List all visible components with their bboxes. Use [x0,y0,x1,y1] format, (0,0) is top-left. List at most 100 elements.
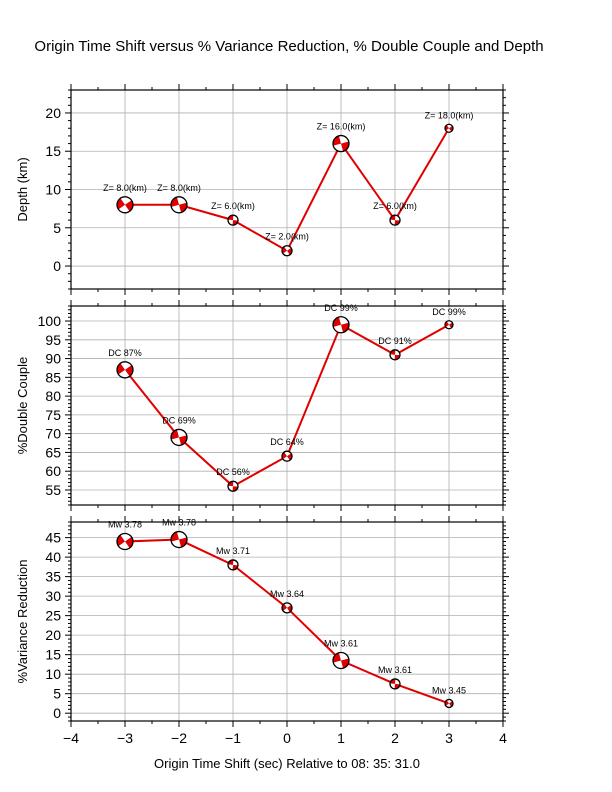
beachball-quadrant [228,559,234,565]
beachball-quadrant [125,365,133,377]
data-label: Z= 6.0(km) [373,201,417,211]
beachball-outline [332,316,350,334]
data-point-beachball [389,349,401,361]
y-tick-label: 65 [45,444,61,460]
beachball-outline [444,698,454,709]
x-tick-label: −4 [63,730,79,746]
data-label: Mw 3.71 [216,546,250,556]
data-label: Z= 18.0(km) [425,110,474,120]
x-tick-label: 1 [337,730,345,746]
data-point-beachball [332,316,350,334]
beachball-quadrant [232,486,238,492]
beachball-quadrant [394,683,400,689]
y-tick-label: 15 [45,647,61,663]
data-label: Mw 3.78 [162,518,196,528]
y-tick-label: 0 [53,705,61,721]
data-label: Z= 8.0(km) [157,183,201,193]
y-tick-label: 85 [45,369,61,385]
beachball-outline [444,123,454,133]
x-tick-label: −2 [171,730,187,746]
beachball-outline [281,450,293,462]
beachball-outline [170,196,188,214]
data-label: Mw 3.61 [378,665,412,675]
beachball-quadrant [394,354,400,360]
y-tick-label: 5 [53,686,61,702]
data-point-beachball [227,214,239,226]
y-tick-label: 20 [45,627,61,643]
y-tick-label: 10 [45,666,61,682]
data-point-beachball [281,450,293,462]
x-tick-label: −3 [117,730,133,746]
y-axis-label: Depth (km) [15,157,30,221]
x-tick-label: 4 [499,730,507,746]
beachball-quadrant [232,220,238,226]
x-tick-label: 0 [283,730,291,746]
data-point-beachball [281,245,293,257]
data-point-beachball [444,320,454,330]
beachball-quadrant [390,349,396,355]
data-point-beachball [389,678,401,690]
data-label: Z= 2.0(km) [265,232,309,242]
data-point-beachball [170,196,188,214]
data-label: DC 56% [216,467,250,477]
beachball-quadrant [390,215,396,221]
x-tick-label: 3 [445,730,453,746]
data-label: Z= 8.0(km) [103,183,147,193]
beachball-outline [389,678,401,690]
beachball-outline [227,480,239,492]
data-label: Mw 3.64 [270,589,304,599]
data-point-beachball [227,480,239,492]
y-tick-label: 100 [38,313,62,329]
data-label: Mw 3.45 [432,685,466,695]
panel-1: 0 5 10 15 20 Depth (km) Z= 8.0(km) Z= 8.0(km) Z=… [15,84,509,295]
data-label: Mw 3.61 [324,639,358,649]
y-tick-label: 0 [53,258,61,274]
data-point-beachball [170,530,188,549]
data-point-beachball [281,602,293,614]
y-tick-label: 80 [45,388,61,404]
x-tick-label: −1 [225,730,241,746]
data-point-beachball [116,196,134,214]
beachball-outline [227,214,239,226]
data-label: DC 91% [378,336,412,346]
beachball-quadrant [232,564,238,570]
panel-3: 0 5 10 15 20 25 30 35 40 45 −4 −3 −2 −1 0 1 2 3 4 %Variance… [15,516,509,746]
beachball-quadrant [117,363,125,375]
data-label: Z= 16.0(km) [317,122,366,132]
y-tick-label: 70 [45,426,61,442]
beachball-outline [170,530,188,549]
y-tick-label: 95 [45,332,61,348]
y-tick-label: 10 [45,182,61,198]
chart-title: Origin Time Shift versus % Variance Redu… [34,38,543,55]
x-tick-label: 2 [391,730,399,746]
beachball-quadrant [394,220,400,226]
panel-2: 55 60 65 70 75 80 85 90 95 100 %Double Couple DC 87… [15,300,509,511]
data-label: DC 99% [432,307,466,317]
data-point-beachball [332,134,350,153]
beachball-outline [281,245,293,257]
data-point-beachball [332,651,350,670]
y-tick-label: 25 [45,608,61,624]
y-axis-label: %Variance Reduction [15,559,30,683]
y-tick-label: 90 [45,351,61,367]
beachball-quadrant [117,534,125,547]
beachball-outline [170,428,188,447]
beachball-outline [332,651,350,670]
data-label: DC 99% [324,303,358,313]
beachball-quadrant [117,198,125,210]
data-point-beachball [116,361,134,379]
y-tick-label: 20 [45,105,61,121]
y-tick-label: 60 [45,463,61,479]
beachball-outline [227,559,239,571]
beachball-quadrant [125,200,134,212]
data-point-beachball [116,532,134,551]
beachball-quadrant [125,536,134,549]
data-label: Mw 3.78 [108,520,142,530]
beachball-outline [281,602,293,614]
beachball-quadrant [390,678,396,684]
data-label: DC 64% [270,437,304,447]
beachball-quadrant [228,481,234,487]
data-point-beachball [444,123,454,133]
y-tick-label: 55 [45,482,61,498]
